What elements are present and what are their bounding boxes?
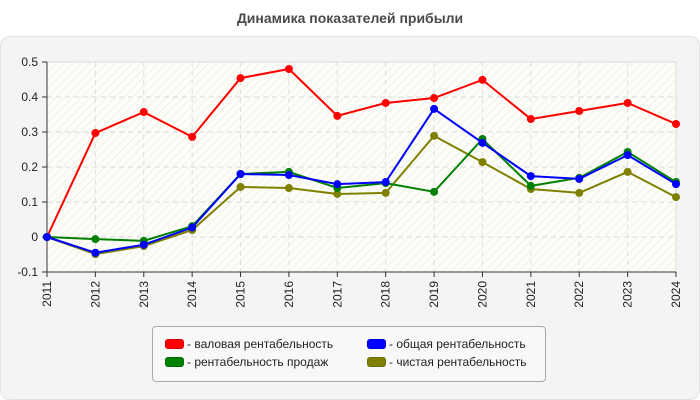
y-tick-label: 0.5 [21, 55, 38, 69]
y-tick-label: 0 [31, 230, 38, 244]
data-point [333, 189, 342, 198]
data-point [623, 167, 632, 176]
data-point [575, 174, 584, 183]
x-tick-label: 2018 [379, 281, 393, 308]
legend-label: - чистая рентабельность [389, 355, 527, 369]
data-point [284, 184, 293, 192]
y-tick-label: 0.4 [21, 90, 38, 104]
y-tick-label: -0.1 [17, 265, 38, 279]
data-point [333, 111, 342, 120]
y-tick-label: 0.3 [21, 125, 38, 139]
data-point [575, 107, 584, 115]
data-point [284, 65, 293, 73]
x-tick-label: 2021 [524, 281, 538, 308]
data-series [43, 65, 680, 259]
data-point [430, 187, 439, 196]
data-point [188, 223, 197, 232]
data-point [430, 94, 439, 103]
chart-title: Динамика показателей прибыли [236, 10, 464, 26]
legend-item-sales: - рентабельность продаж [165, 355, 328, 369]
data-point [526, 181, 535, 190]
legend-swatch-blue [367, 339, 386, 349]
data-point [188, 132, 197, 141]
data-point [139, 108, 148, 117]
data-point [236, 74, 245, 83]
y-tick-label: 0.2 [21, 160, 38, 174]
data-point [478, 158, 487, 167]
data-point [526, 172, 535, 181]
x-tick-label: 2017 [330, 281, 344, 308]
data-point [333, 180, 342, 189]
data-point [381, 188, 390, 197]
data-point [139, 240, 148, 249]
x-tick-label: 2011 [40, 281, 54, 307]
data-point [430, 104, 439, 113]
x-tick-label: 2024 [669, 281, 683, 308]
data-point [623, 151, 632, 160]
data-point [43, 233, 51, 241]
data-point [236, 170, 245, 178]
data-point [381, 98, 390, 107]
data-point [91, 235, 100, 244]
data-point [672, 119, 680, 128]
legend-swatch-red [165, 339, 184, 349]
y-tick-label: 0.1 [21, 195, 38, 209]
x-tick-label: 2019 [427, 281, 441, 308]
legend-swatch-green [165, 357, 184, 367]
x-tick-label: 2012 [88, 281, 102, 308]
data-point [478, 75, 487, 84]
data-point [91, 248, 100, 257]
x-tick-label: 2013 [137, 281, 151, 308]
legend-item-total: - общая рентабельность [367, 337, 526, 351]
data-point [526, 115, 535, 124]
data-point [575, 188, 584, 197]
data-point [623, 98, 632, 107]
data-point [478, 138, 487, 147]
data-point [284, 171, 293, 180]
x-tick-label: 2020 [475, 281, 489, 308]
legend-item-net: - чистая рентабельность [367, 355, 526, 369]
data-point [381, 178, 390, 187]
series-line [43, 104, 680, 257]
data-point [672, 180, 680, 189]
legend-label: - общая рентабельность [389, 337, 526, 351]
legend-item-gross: - валовая рентабельность [165, 337, 333, 351]
x-tick-label: 2014 [185, 281, 199, 308]
x-tick-label: 2016 [282, 281, 296, 308]
data-point [672, 193, 680, 202]
legend: - валовая рентабельность - общая рентабе… [152, 326, 546, 382]
legend-label: - рентабельность продаж [187, 355, 329, 369]
x-tick-label: 2022 [572, 281, 586, 308]
data-point [91, 129, 100, 138]
data-point [236, 182, 245, 191]
data-point [430, 131, 439, 140]
x-tick-label: 2015 [234, 281, 248, 308]
x-tick-label: 2023 [621, 281, 635, 308]
legend-label: - валовая рентабельность [187, 337, 334, 351]
legend-swatch-olive [367, 357, 386, 367]
